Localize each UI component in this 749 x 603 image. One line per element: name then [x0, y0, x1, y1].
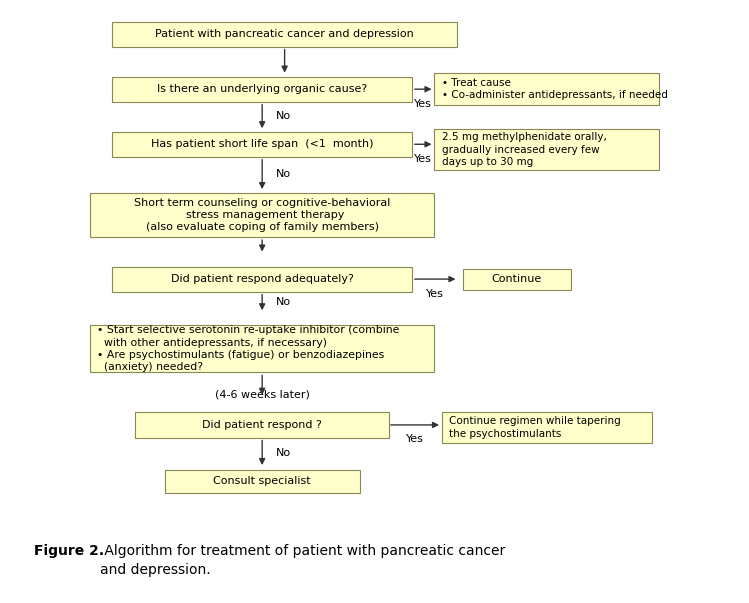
Text: Patient with pancreatic cancer and depression: Patient with pancreatic cancer and depre…: [155, 29, 414, 39]
Text: Algorithm for treatment of patient with pancreatic cancer
and depression.: Algorithm for treatment of patient with …: [100, 544, 505, 576]
Text: No: No: [276, 297, 291, 308]
Text: Did patient respond adequately?: Did patient respond adequately?: [171, 274, 354, 284]
FancyBboxPatch shape: [90, 193, 434, 237]
FancyBboxPatch shape: [112, 267, 412, 292]
Text: Continue: Continue: [491, 274, 542, 284]
FancyBboxPatch shape: [434, 128, 659, 171]
Text: Is there an underlying organic cause?: Is there an underlying organic cause?: [157, 84, 367, 94]
Text: Has patient short life span  (<1  month): Has patient short life span (<1 month): [151, 139, 374, 150]
Text: • Start selective serotonin re-uptake inhibitor (combine
  with other antidepres: • Start selective serotonin re-uptake in…: [97, 325, 400, 373]
Text: Yes: Yes: [414, 99, 432, 109]
FancyBboxPatch shape: [112, 22, 457, 46]
FancyBboxPatch shape: [90, 325, 434, 373]
Text: • Treat cause
• Co-administer antidepressants, if needed: • Treat cause • Co-administer antidepres…: [442, 78, 668, 100]
Text: Short term counseling or cognitive-behavioral
  stress management therapy
(also : Short term counseling or cognitive-behav…: [134, 198, 390, 233]
Text: No: No: [276, 112, 291, 121]
Text: No: No: [276, 448, 291, 458]
Text: Did patient respond ?: Did patient respond ?: [202, 420, 322, 430]
FancyBboxPatch shape: [434, 74, 659, 105]
Text: Figure 2.: Figure 2.: [34, 544, 104, 558]
Text: No: No: [276, 169, 291, 180]
FancyBboxPatch shape: [165, 470, 360, 493]
FancyBboxPatch shape: [112, 131, 412, 157]
Text: Yes: Yes: [426, 289, 444, 298]
Text: Consult specialist: Consult specialist: [213, 476, 311, 486]
Text: Yes: Yes: [414, 154, 432, 163]
FancyBboxPatch shape: [462, 268, 571, 289]
FancyBboxPatch shape: [135, 412, 389, 438]
Text: Yes: Yes: [406, 434, 424, 444]
Text: 2.5 mg methylphenidate orally,
gradually increased every few
days up to 30 mg: 2.5 mg methylphenidate orally, gradually…: [442, 132, 607, 167]
Text: Continue regimen while tapering
the psychostimulants: Continue regimen while tapering the psyc…: [449, 416, 621, 439]
FancyBboxPatch shape: [442, 412, 652, 443]
FancyBboxPatch shape: [112, 77, 412, 102]
Text: (4-6 weeks later): (4-6 weeks later): [215, 390, 309, 400]
